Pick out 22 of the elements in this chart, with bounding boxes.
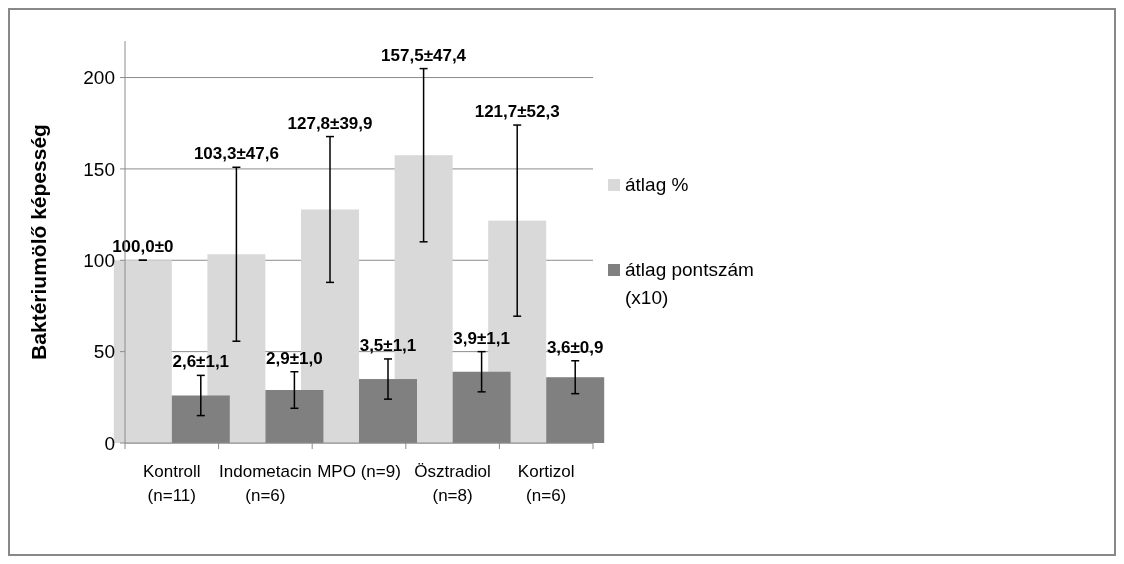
annotation: 3,6±0,9 xyxy=(546,337,604,357)
annotation: 127,8±39,9 xyxy=(287,113,373,133)
bar xyxy=(113,260,172,443)
annotation: 3,5±1,1 xyxy=(359,335,417,355)
annotation: 2,6±1,1 xyxy=(172,352,230,372)
y-axis-title: Baktériumölő képesség xyxy=(27,124,50,360)
annotation: 2,9±1,0 xyxy=(266,348,323,368)
x-tick-label: Indometacin (n=6) xyxy=(219,462,312,505)
y-tick-label: 50 xyxy=(93,341,115,363)
x-tick-label: MPO (n=9) xyxy=(317,462,401,481)
y-tick-label: 150 xyxy=(83,158,115,180)
legend-label: átlag % xyxy=(625,174,689,195)
annotation: 121,7±52,3 xyxy=(474,102,560,122)
y-tick-label: 0 xyxy=(104,432,115,454)
annotation: 3,9±1,1 xyxy=(453,328,510,348)
x-tick-label: Kortizol (n=6) xyxy=(517,462,575,505)
legend-label: átlag pontszám (x10) xyxy=(625,259,754,308)
x-tick-label: Ösztradiol (n=8) xyxy=(414,462,491,505)
annotation: 103,3±47,6 xyxy=(193,144,279,164)
annotation: 157,5±47,4 xyxy=(381,45,467,65)
x-tick-label: Kontroll (n=11) xyxy=(142,462,201,505)
y-tick-label: 200 xyxy=(83,67,115,89)
